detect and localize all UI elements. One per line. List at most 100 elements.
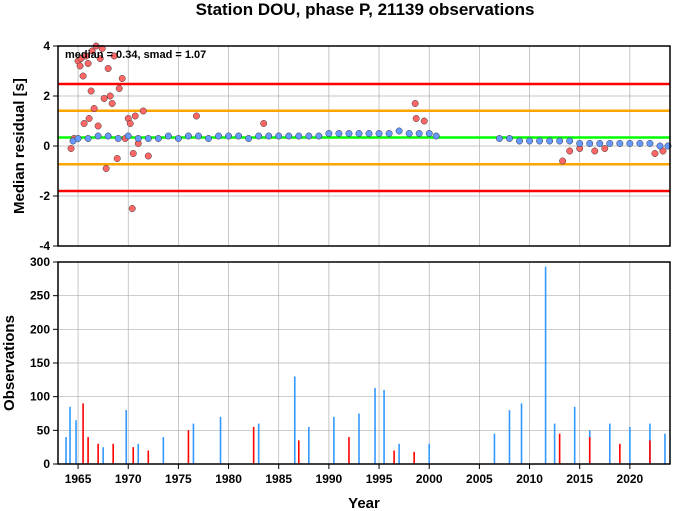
observations-y-tick-label: 250 xyxy=(30,289,50,303)
residual-point xyxy=(108,100,116,107)
x-tick-label: 2015 xyxy=(566,472,593,486)
residual-point xyxy=(110,52,118,60)
residual-point xyxy=(526,137,533,145)
residual-point xyxy=(646,140,654,147)
observation-bar xyxy=(97,443,99,464)
x-tick-label: 1985 xyxy=(265,472,292,486)
observation-bar xyxy=(112,443,114,464)
observations-y-ticks: 300 250 200 150 100 50 0 xyxy=(30,255,58,471)
observation-bar xyxy=(428,443,431,464)
observations-bars xyxy=(65,266,666,464)
residual-point xyxy=(395,127,403,135)
observation-bar xyxy=(297,440,300,464)
residual-point xyxy=(164,132,172,140)
observation-bar xyxy=(69,406,71,464)
x-axis-ticks: 1965 1970 1975 1980 1985 1990 1995 2000 2005 2010… xyxy=(65,464,644,486)
residual-points xyxy=(67,42,672,212)
residual-point xyxy=(215,132,222,140)
residual-point xyxy=(559,157,567,165)
observations-y-tick-label: 300 xyxy=(30,255,50,269)
residual-point xyxy=(84,60,92,67)
residual-point xyxy=(659,147,667,155)
residual-point xyxy=(96,55,104,62)
residual-point xyxy=(104,132,112,140)
residual-point xyxy=(113,155,121,162)
chart-title: Station DOU, phase P, 21139 observations xyxy=(196,0,535,19)
residual-point xyxy=(104,65,112,72)
residual-point xyxy=(536,137,544,145)
residual-point xyxy=(260,120,268,127)
observation-bar xyxy=(102,447,104,464)
observation-bar xyxy=(257,423,260,464)
residual-point xyxy=(106,92,114,100)
observation-bar xyxy=(162,437,165,464)
residual-point xyxy=(506,135,513,142)
observation-bar xyxy=(629,426,631,464)
residual-point xyxy=(591,147,599,155)
observation-bar xyxy=(649,440,651,464)
residual-point xyxy=(225,132,233,140)
residual-point xyxy=(79,72,87,80)
residual-point xyxy=(596,140,604,147)
observation-bar xyxy=(125,410,128,464)
residual-point xyxy=(556,137,564,145)
residual-y-axis-label: Median residual [s] xyxy=(11,78,28,214)
observation-bar xyxy=(398,443,400,464)
residual-point xyxy=(131,112,139,120)
x-tick-label: 1965 xyxy=(65,472,92,486)
residual-point xyxy=(335,130,343,137)
residual-point xyxy=(606,140,614,147)
residual-point xyxy=(115,85,123,92)
residual-point xyxy=(576,140,584,147)
observation-bar xyxy=(664,433,666,464)
observation-bar xyxy=(383,389,385,464)
observation-bar xyxy=(374,387,376,464)
x-tick-label: 1995 xyxy=(366,472,393,486)
x-tick-label: 2005 xyxy=(466,472,493,486)
observation-bar xyxy=(573,406,576,464)
observation-bar xyxy=(544,266,547,464)
residual-point xyxy=(90,105,98,112)
x-tick-label: 2010 xyxy=(516,472,543,486)
observation-bar xyxy=(132,447,135,464)
residual-point xyxy=(265,132,273,140)
residual-point xyxy=(546,137,554,145)
residual-point xyxy=(411,100,419,107)
observation-bar xyxy=(147,450,150,464)
residual-point xyxy=(601,145,609,152)
observation-bar xyxy=(65,437,67,464)
observation-bar xyxy=(358,413,360,464)
residual-point xyxy=(94,132,102,140)
residual-point xyxy=(118,75,126,82)
residual-point xyxy=(114,135,122,142)
observations-y-tick-label: 150 xyxy=(30,356,50,370)
observation-bar xyxy=(192,423,195,464)
residual-point xyxy=(88,47,96,55)
observation-bar xyxy=(308,426,310,464)
residual-point xyxy=(432,132,440,140)
observations-y-axis-label: Observations xyxy=(1,315,18,411)
observation-bar xyxy=(137,443,140,464)
residual-point xyxy=(102,165,110,172)
residual-point xyxy=(626,140,634,147)
observations-y-tick-label: 200 xyxy=(30,322,50,336)
residual-point xyxy=(80,120,88,127)
residual-panel: 4 2 0 -2 -4 median = 0.34, smad = 1.07 Media… xyxy=(11,39,672,253)
residual-point xyxy=(255,132,263,140)
residual-point xyxy=(124,132,132,140)
residual-point xyxy=(355,130,363,137)
residual-point xyxy=(235,132,243,140)
residual-point xyxy=(415,130,423,137)
residual-point xyxy=(67,145,75,152)
residual-point xyxy=(566,137,574,145)
residual-point xyxy=(154,135,162,142)
residual-point xyxy=(516,137,523,145)
residual-y-tick-label: -4 xyxy=(39,239,50,253)
residual-point xyxy=(134,135,142,142)
residual-point xyxy=(74,135,82,142)
residual-point xyxy=(405,130,413,137)
residual-point xyxy=(566,147,574,155)
x-tick-label: 1975 xyxy=(165,472,192,486)
residual-point xyxy=(85,115,93,122)
